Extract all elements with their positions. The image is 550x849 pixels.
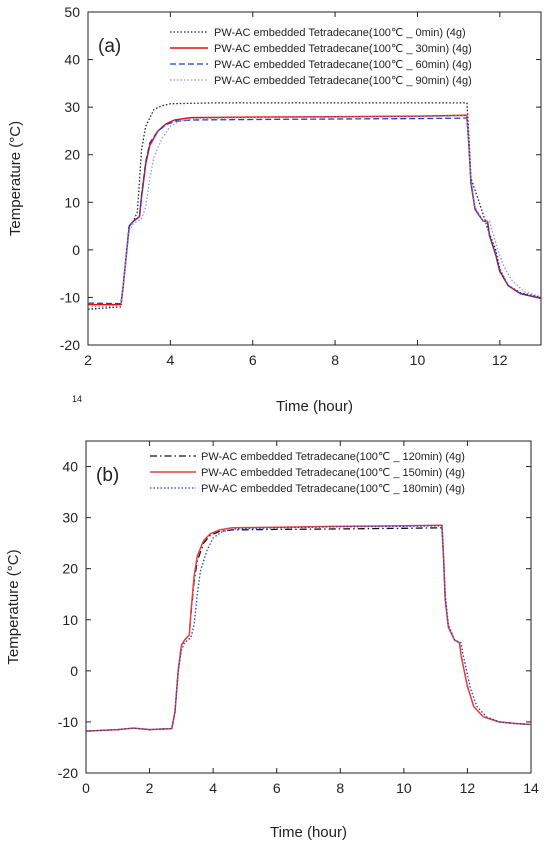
x-tick-label: 6	[249, 352, 257, 368]
plot-frame	[87, 11, 542, 346]
x-tick-label: 14	[523, 780, 539, 796]
y-tick-label: 10	[62, 612, 78, 628]
y-tick-label: 10	[64, 194, 80, 210]
panel-label: (a)	[98, 36, 121, 57]
legend: PW-AC embedded Tetradecane(100℃ _ 120min…	[150, 451, 465, 495]
series-line-2	[88, 114, 541, 306]
y-axis-label: Temperature (°C)	[5, 549, 22, 664]
legend-entry: PW-AC embedded Tetradecane(100℃ _ 30min)…	[214, 43, 472, 55]
plot-frame	[85, 440, 532, 774]
y-tick-label: 30	[64, 99, 80, 115]
legend: PW-AC embedded Tetradecane(100℃ _ 0min) …	[170, 27, 472, 87]
y-tick-label: 50	[64, 4, 80, 20]
y-tick-label: 30	[62, 510, 78, 526]
y-tick-label: -20	[58, 765, 78, 781]
x-tick-label: 2	[84, 352, 92, 368]
legend-entry: PW-AC embedded Tetradecane(100℃ _ 180min…	[201, 483, 465, 495]
y-tick-label: 40	[62, 459, 78, 475]
series-line-1	[86, 527, 531, 732]
x-tick-label: 8	[331, 352, 339, 368]
legend-entry: PW-AC embedded Tetradecane(100℃ _ 60min)…	[214, 59, 472, 71]
legend-entry: PW-AC embedded Tetradecane(100℃ _ 120min…	[201, 451, 465, 463]
x-axis-label: Time (hour)	[270, 824, 347, 841]
series-line-3	[88, 117, 541, 305]
x-tick-label: 12	[460, 780, 476, 796]
series-line-2	[86, 524, 531, 732]
y-tick-label: 0	[72, 242, 80, 258]
y-tick-label: 20	[62, 561, 78, 577]
series-line-3	[86, 525, 531, 732]
stray-label: 14	[72, 394, 82, 404]
x-tick-label: 0	[82, 780, 90, 796]
legend-entry: PW-AC embedded Tetradecane(100℃ _ 150min…	[201, 467, 465, 479]
y-tick-label: 40	[64, 52, 80, 68]
y-tick-label: -20	[60, 337, 80, 353]
x-tick-label: 6	[273, 780, 281, 796]
x-tick-label: 10	[410, 352, 426, 368]
legend-entry: PW-AC embedded Tetradecane(100℃ _ 0min) …	[214, 27, 466, 39]
x-tick-label: 10	[396, 780, 412, 796]
x-tick-label: 4	[166, 352, 174, 368]
chart-panel-b: 0 2 4 6 8 10 12 14 -20 -10 0 10 20 30 40 Time (hour) Tem…	[5, 440, 539, 841]
y-axis-label: Temperature (°C)	[7, 121, 24, 236]
x-tick-label: 12	[492, 352, 508, 368]
series-line-4	[88, 115, 541, 308]
y-tick-label: -10	[60, 289, 80, 305]
x-tick-label: 2	[146, 780, 154, 796]
legend-entry: PW-AC embedded Tetradecane(100℃ _ 90min)…	[214, 75, 472, 87]
y-tick-label: 20	[64, 147, 80, 163]
y-tick-label: 0	[70, 663, 78, 679]
x-tick-label: 8	[336, 780, 344, 796]
y-tick-label: -10	[58, 714, 78, 730]
x-tick-label: 4	[209, 780, 217, 796]
panel-label: (b)	[96, 465, 119, 486]
chart-panel-a: 2 4 6 8 10 12 -20 -10 0 10 20 30 40 50 Time (hour) Temp…	[7, 4, 542, 415]
x-axis-label: Time (hour)	[276, 398, 353, 415]
